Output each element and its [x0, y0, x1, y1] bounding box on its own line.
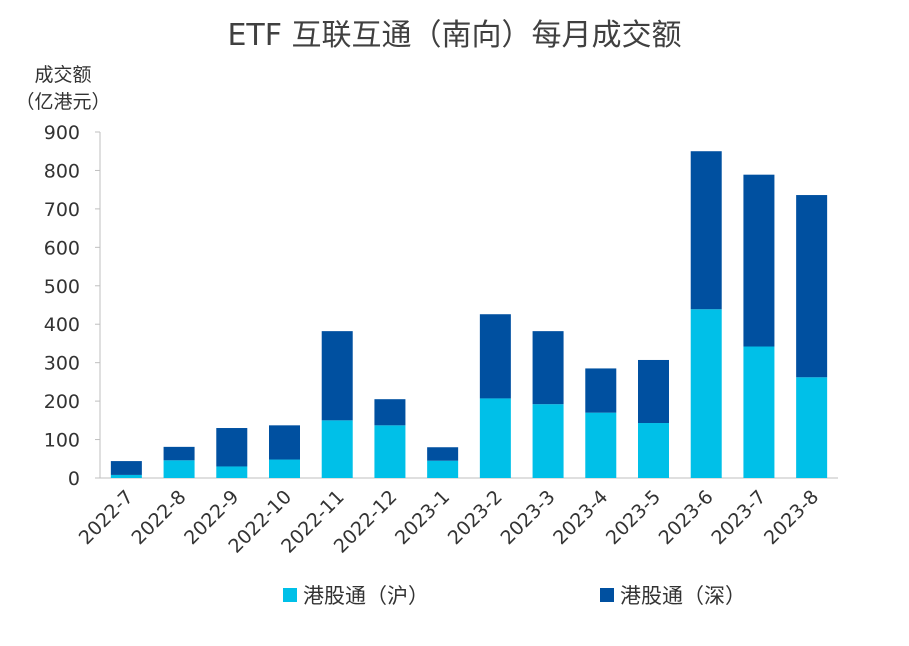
bar-segment-shen-2022-11: [321, 331, 353, 421]
x-tick-label: 2023-6: [655, 486, 718, 549]
y-axis-label-line1: 成交额: [34, 64, 92, 86]
bar-segment-shen-2022-10: [269, 425, 300, 460]
bar-segment-shen-2023-7: [743, 174, 775, 347]
bar-segment-shen-2023-5: [638, 359, 669, 424]
legend-label-shen: 港股通（深）: [620, 584, 746, 608]
bar-segment-hu-2023-8: [796, 377, 828, 478]
bar-segment-hu-2023-7: [743, 346, 775, 478]
bar-segment-shen-2023-4: [585, 368, 617, 413]
x-tick-label: 2023-4: [549, 486, 612, 549]
axes: [95, 131, 838, 479]
x-tick-label: 2023-8: [760, 486, 823, 549]
bar-segment-shen-2023-6: [690, 151, 722, 310]
y-axis-label-line2: （亿港元）: [15, 91, 111, 113]
bar-segment-hu-2022-8: [163, 460, 195, 478]
x-tick-label: 2023-3: [496, 486, 559, 549]
bar-segment-hu-2022-11: [321, 420, 353, 478]
y-tick-label: 800: [44, 160, 80, 182]
y-tick-label: 500: [44, 276, 80, 298]
y-tick-label: 100: [44, 430, 80, 452]
y-tick-label: 700: [44, 199, 80, 221]
bar-segment-shen-2023-8: [796, 195, 828, 378]
legend-swatch-hu: [283, 588, 297, 602]
bar-segment-hu-2022-12: [374, 425, 406, 478]
y-tick-label: 400: [44, 314, 80, 336]
y-axis-unit-label: 成交额 （亿港元）: [8, 62, 118, 116]
bar-segment-hu-2022-7: [110, 474, 142, 478]
bar-segment-hu-2023-6: [690, 309, 722, 478]
x-tick-label: 2023-5: [602, 486, 665, 549]
bar-segment-hu-2023-4: [585, 412, 617, 478]
bar-segment-shen-2023-1: [427, 447, 459, 461]
bar-segment-shen-2022-7: [110, 461, 142, 475]
bars: [110, 151, 828, 478]
legend-item-shen: 港股通（深）: [600, 580, 746, 610]
legend-label-hu: 港股通（沪）: [303, 584, 429, 608]
y-tick-label: 300: [44, 353, 80, 375]
x-tick-label: 2022-7: [75, 486, 138, 549]
bar-segment-hu-2023-5: [638, 423, 669, 478]
legend-item-hu: 港股通（沪）: [283, 580, 429, 610]
bar-segment-hu-2022-10: [269, 459, 300, 478]
bar-segment-hu-2023-1: [427, 460, 459, 478]
bar-segment-shen-2022-8: [163, 446, 195, 461]
chart-title: ETF 互联互通（南向）每月成交额: [227, 18, 682, 53]
bar-segment-hu-2023-2: [479, 398, 511, 478]
legend-swatch-shen: [600, 588, 614, 602]
bar-segment-hu-2022-9: [216, 466, 248, 478]
bar-segment-shen-2022-9: [216, 428, 248, 467]
x-tick-label: 2023-7: [707, 486, 770, 549]
y-tick-label: 0: [68, 468, 80, 490]
x-tick-label: 2023-2: [444, 486, 507, 549]
x-tick-label: 2023-1: [391, 486, 454, 549]
y-tick-label: 200: [44, 391, 80, 413]
bar-segment-shen-2023-3: [532, 331, 564, 405]
bar-segment-shen-2022-12: [374, 399, 406, 426]
y-tick-label: 600: [44, 237, 80, 259]
y-tick-label: 900: [44, 122, 80, 144]
x-tick-label: 2022-8: [127, 486, 190, 549]
legend: 港股通（沪） 港股通（深）: [0, 580, 909, 610]
bar-segment-hu-2023-3: [532, 404, 564, 478]
bar-segment-shen-2023-2: [479, 314, 511, 399]
